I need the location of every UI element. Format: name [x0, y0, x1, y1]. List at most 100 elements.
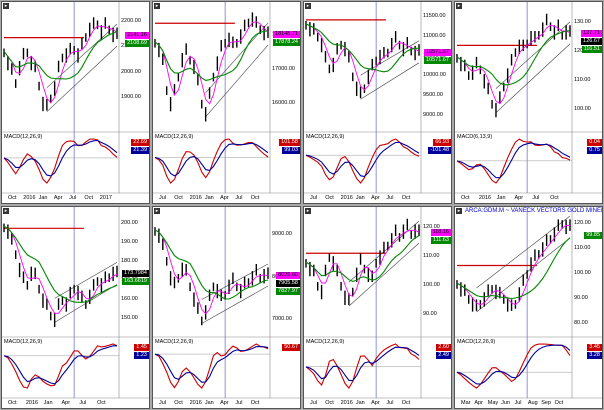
macd-badge: 66.93 — [433, 139, 451, 146]
x-tick-label: Apr — [220, 400, 229, 406]
y-tick-label: 9000.00 — [272, 231, 292, 238]
macd-badge: 99.03 — [282, 147, 300, 154]
macd-label: MACD(6,13,9) — [457, 134, 493, 140]
macd-badge: -101.48 — [428, 147, 451, 154]
trend-line-lower — [360, 62, 420, 100]
x-tick-label: Oct — [250, 195, 260, 201]
macd-line — [456, 343, 571, 389]
macd-signal-line — [154, 142, 269, 177]
trend-line-lower — [348, 242, 420, 307]
x-tick-label: Oct — [461, 195, 470, 201]
y-tick-label: 11000.00 — [423, 32, 446, 39]
price-badge: 17878.24 — [273, 39, 300, 47]
panel-menu-icon[interactable]: ▸ — [3, 208, 9, 214]
y-tick-label: 1900.00 — [121, 94, 141, 101]
macd-label: MACD(12,26,9) — [4, 339, 43, 345]
x-tick-label: Oct — [174, 400, 183, 406]
chart-svg — [304, 207, 451, 399]
y-tick-label: 110.00 — [423, 253, 440, 260]
price-badge: 118.16 — [430, 229, 451, 237]
x-tick-label: Jan — [43, 400, 53, 406]
panel-menu-icon[interactable]: ▸ — [305, 208, 311, 214]
y-tick-label: 120.00 — [423, 224, 440, 231]
x-tick-label: Jul — [159, 195, 167, 201]
price-badge: 2141.16 — [125, 32, 149, 40]
x-tick-label: Oct — [84, 195, 93, 201]
x-tick-label: Apr — [53, 195, 63, 201]
panel-menu-icon[interactable]: ▸ — [456, 3, 462, 9]
y-tick-label: 90.00 — [423, 310, 437, 317]
x-tick-label: 2016 — [478, 195, 492, 201]
y-tick-label: 100.00 — [574, 105, 591, 112]
chart-panel-7[interactable]: ▸ MACD(12,26,9) 120.00 110.00 100.00 90.00 118… — [303, 206, 452, 409]
price-badge: 10571.67 — [424, 56, 451, 64]
trend-line-upper — [46, 23, 118, 88]
y-tick-label: 110.00 — [574, 76, 591, 83]
x-tick-label: Oct — [554, 400, 564, 406]
panel-menu-icon[interactable]: ▸ — [305, 3, 311, 9]
price-badge: 7827.97 — [276, 288, 300, 296]
fast-moving-average — [154, 229, 269, 315]
x-tick-label: Jan — [355, 195, 365, 201]
fast-moving-average — [305, 23, 420, 91]
x-tick-label: Jul — [532, 195, 540, 201]
y-tick-label: 10000.00 — [423, 72, 446, 79]
macd-badge: 101.58 — [279, 139, 300, 146]
slow-moving-average — [3, 225, 118, 303]
x-tick-label: Jan — [204, 400, 214, 406]
panel-menu-icon[interactable]: ▸ — [456, 208, 462, 214]
x-tick-label: Jul — [386, 195, 394, 201]
y-tick-label: 100.00 — [423, 281, 440, 288]
y-tick-label: 120.00 — [574, 220, 591, 226]
x-tick-label: 2016 — [189, 195, 202, 201]
x-tick-label: Oct — [401, 195, 411, 201]
chart-svg — [455, 207, 602, 399]
x-tick-label: Aug — [527, 400, 538, 406]
x-tick-label: Jul — [310, 195, 318, 201]
x-tick-label: Oct — [325, 195, 334, 201]
x-tick-label: 2017 — [99, 195, 112, 201]
chart-panel-5[interactable]: ▸MACD(12,26,9)200.00190.00180.00170.0016… — [1, 206, 150, 409]
y-tick-label: 160.00 — [121, 296, 138, 303]
x-tick-label: Jul — [69, 195, 77, 201]
x-tick-label: Oct — [174, 195, 183, 201]
chart-panel-3[interactable]: ▸MACD(12,26,9)11500.0011000.0010500.0010… — [303, 1, 452, 204]
chart-panel-4[interactable]: ▸MACD(6,13,9)130.00120.00110.00100.00127… — [454, 1, 603, 204]
y-tick-label: 9500.00 — [423, 92, 443, 99]
price-badge: 127.71 — [581, 29, 602, 37]
x-tick-label: Apr — [371, 195, 380, 201]
chart-panel-1[interactable]: ▸MACD(12,26,9)2200.002100.002000.001900.… — [1, 1, 150, 204]
x-tick-label: Sep — [541, 400, 552, 406]
chart-svg — [2, 2, 149, 194]
x-tick-label: Jul — [235, 400, 243, 406]
macd-badge: 22.69 — [131, 139, 149, 146]
macd-badge: 50.67 — [282, 344, 300, 351]
y-tick-label: 2200.00 — [121, 17, 141, 24]
price-badge: 116.51 — [581, 45, 602, 53]
macd-line — [154, 343, 269, 389]
y-tick-label: 190.00 — [121, 238, 138, 245]
panel-title: ARCA:GDM.M ~ VANECK VECTORS GOLD MINERS — [465, 208, 603, 214]
slow-moving-average — [305, 235, 420, 282]
panel-menu-icon[interactable]: ▸ — [154, 3, 160, 9]
x-tick-label: Jan — [38, 195, 48, 201]
price-badge: 126.67 — [581, 37, 602, 45]
price-badge: 7905.58 — [276, 280, 300, 288]
chart-panel-2[interactable]: ▸MACD(12,26,9)18000.0017000.0016000.0018… — [152, 1, 301, 204]
macd-label: MACD(12,26,9) — [306, 134, 345, 140]
macd-line — [456, 138, 571, 184]
fast-moving-average — [456, 24, 571, 105]
chart-panel-8[interactable]: ▸ ARCA:GDM.M ~ VANECK VECTORS GOLD MINERS… — [454, 206, 603, 409]
y-tick-label: 9000.00 — [423, 112, 443, 119]
panel-menu-icon[interactable]: ▸ — [154, 208, 160, 214]
macd-label: MACD(12,26,9) — [306, 339, 345, 345]
chart-panel-6[interactable]: ▸MACD(12,26,9)9000.008000.007000.008026.… — [152, 206, 301, 409]
y-tick-label: 180.00 — [121, 257, 138, 264]
x-tick-label: Jul — [514, 400, 522, 406]
panel-menu-icon[interactable]: ▸ — [3, 3, 9, 9]
macd-label: MACD(12,26,9) — [4, 134, 43, 140]
macd-badge: 1.45 — [134, 344, 149, 351]
price-badge: 173.7984 — [122, 270, 149, 278]
macd-line — [154, 138, 269, 184]
price-badge: 163.6619 — [122, 278, 149, 286]
